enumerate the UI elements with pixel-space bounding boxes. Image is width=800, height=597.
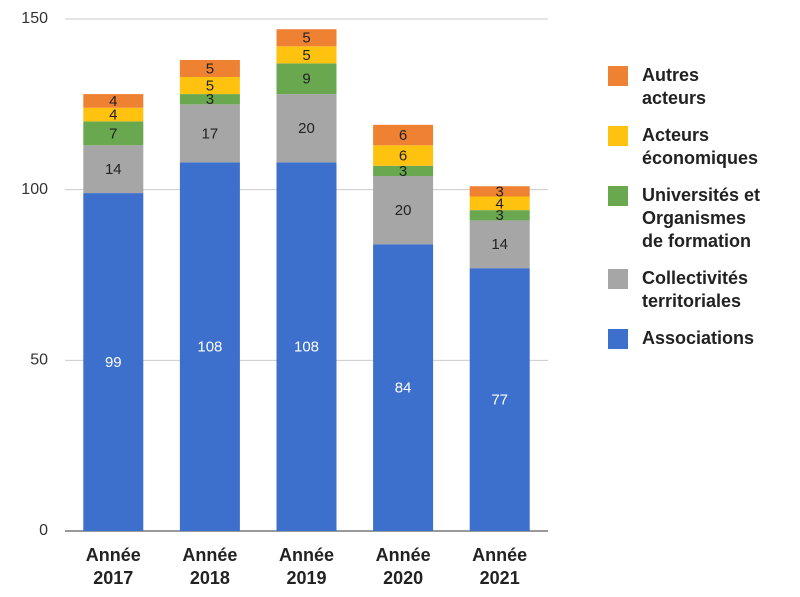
bar-segment [373, 176, 434, 245]
bar-segment [83, 107, 144, 122]
data-label: 77 [491, 392, 508, 409]
bar-segment [469, 186, 530, 197]
legend-entry: Associations [608, 327, 768, 350]
data-label: 5 [302, 47, 310, 64]
x-tick-label: Année 2020 [375, 545, 431, 588]
data-label: 3 [206, 91, 214, 108]
bar-segment [179, 77, 240, 95]
bar-segment [83, 193, 144, 531]
data-label: 17 [202, 125, 219, 142]
bar-segment [179, 104, 240, 163]
y-tick-label: 150 [21, 10, 48, 27]
data-label: 3 [496, 183, 504, 200]
bar-segment [469, 196, 530, 211]
legend-entry: Acteurs économiques [608, 124, 768, 170]
legend: Autres acteurs Acteurs économiques Univers… [608, 64, 768, 350]
bar-segment [276, 46, 337, 64]
bar-segment [373, 244, 434, 531]
legend-label: Universités et Organismes de formation [642, 185, 761, 251]
x-tick-label: Année 2017 [85, 545, 141, 588]
x-tick-label: Année 2019 [278, 545, 334, 588]
data-label: 5 [206, 60, 214, 77]
bar-segment [83, 94, 144, 108]
legend-entry: Universités et Organismes de formation [608, 184, 768, 253]
data-label: 4 [109, 93, 117, 110]
legend-label: Associations [642, 328, 755, 348]
legend-entry: Autres acteurs [608, 64, 768, 110]
legend-swatch [608, 126, 628, 146]
data-label: 3 [399, 163, 407, 180]
x-tick-label: Année 2018 [182, 545, 238, 588]
bar-segment [373, 145, 434, 166]
data-label: 6 [399, 127, 407, 144]
legend-swatch [608, 269, 628, 289]
legend-label: Collectivités territoriales [642, 268, 749, 311]
data-label: 14 [105, 161, 122, 178]
data-label: 5 [302, 30, 310, 47]
data-label: 6 [399, 148, 407, 165]
y-tick-label: 100 [21, 181, 48, 198]
data-label: 20 [395, 202, 412, 219]
data-label: 3 [496, 207, 504, 224]
y-tick-label: 0 [39, 522, 48, 539]
bar-segment [469, 268, 530, 531]
bar-segment [469, 210, 530, 221]
bar-segment [373, 165, 434, 177]
data-label: 4 [109, 107, 117, 124]
data-label: 4 [496, 195, 504, 212]
bar-segment [373, 124, 434, 146]
legend-label: Autres acteurs [642, 65, 707, 108]
legend-entry: Collectivités territoriales [608, 267, 768, 313]
data-label: 108 [294, 339, 319, 356]
data-label: 20 [298, 120, 315, 137]
data-label: 5 [206, 78, 214, 95]
data-label: 7 [109, 125, 117, 142]
bar-segment [276, 162, 337, 532]
bar-segment [179, 94, 240, 105]
bar-segment [276, 63, 337, 95]
x-tick-label: Année 2021 [472, 545, 528, 588]
data-label: 14 [491, 236, 508, 253]
bar-segment [179, 162, 240, 532]
legend-swatch [608, 329, 628, 349]
legend-swatch [608, 186, 628, 206]
bar-segment [469, 220, 530, 269]
y-tick-label: 50 [30, 352, 48, 369]
bar-segment [179, 59, 240, 78]
bar-segment [83, 145, 144, 194]
legend-label: Acteurs économiques [642, 125, 759, 168]
data-label: 9 [302, 71, 310, 88]
bar-segment [276, 29, 337, 47]
bar-segment [83, 121, 144, 146]
data-label: 84 [395, 380, 412, 397]
data-label: 99 [105, 354, 122, 371]
data-label: 108 [197, 339, 222, 356]
bar-segment [276, 94, 337, 163]
legend-swatch [608, 66, 628, 86]
